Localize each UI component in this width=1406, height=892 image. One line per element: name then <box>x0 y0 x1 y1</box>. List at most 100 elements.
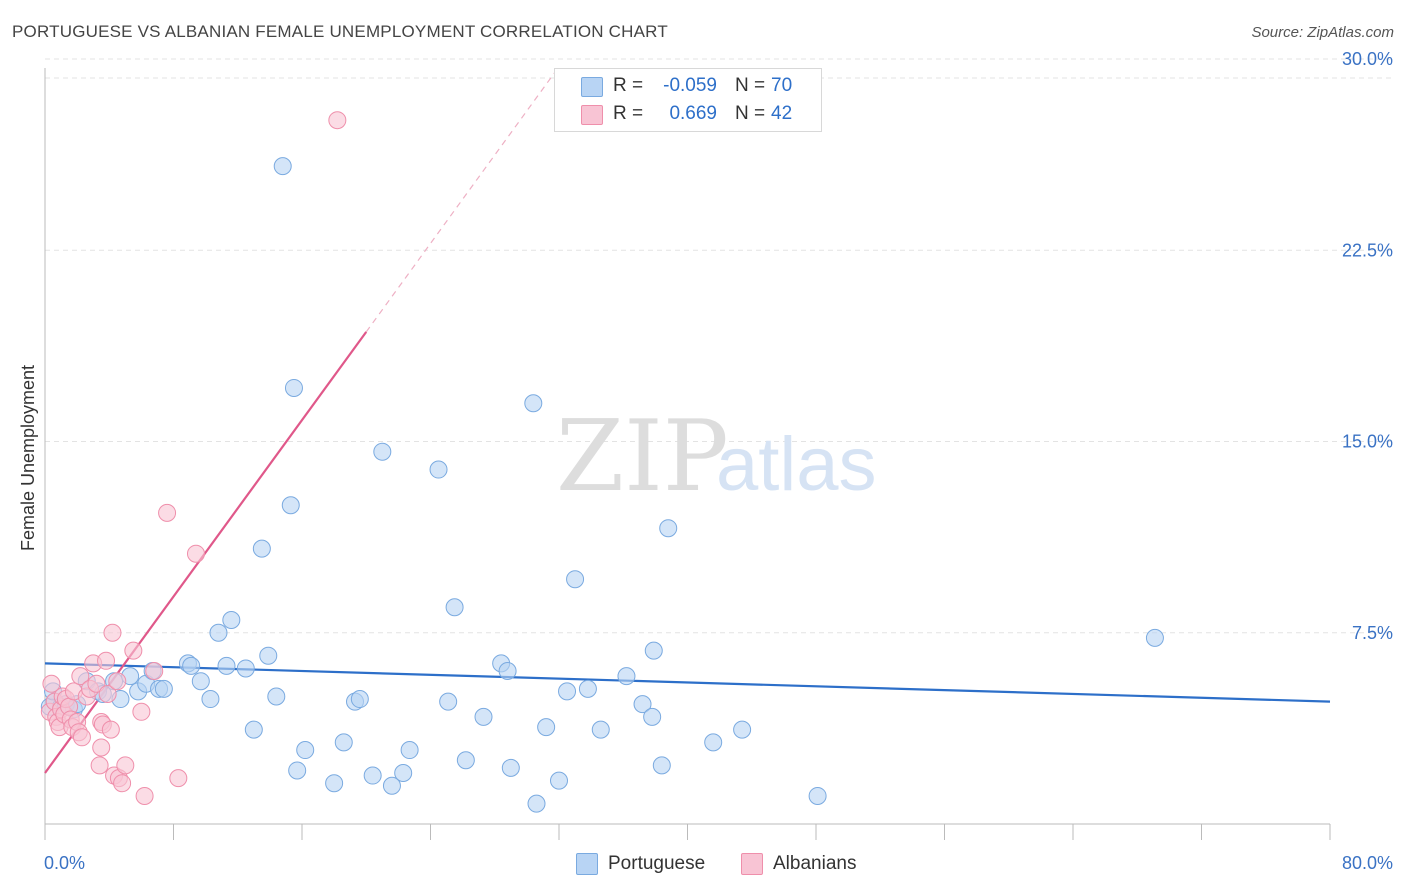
portuguese-point <box>474 707 493 726</box>
x-tick-label: 0.0% <box>44 853 85 873</box>
albanians-point <box>87 674 106 693</box>
albanians-point <box>98 684 117 703</box>
bottom-legend-label-portuguese: Portuguese <box>608 853 706 874</box>
portuguese-point <box>182 656 201 675</box>
legend-r-value: 0.669 <box>669 103 717 124</box>
portuguese-trend-line <box>44 662 1331 703</box>
legend-swatch-portuguese <box>581 77 603 97</box>
albanians-point <box>108 672 127 691</box>
albanians-point <box>328 111 347 130</box>
portuguese-point <box>652 756 671 775</box>
albanians-point <box>71 667 90 686</box>
legend-row-albanians: R = 0.669 N = 42 <box>555 101 821 127</box>
correlation-legend: R = -0.059 N = 70 R = 0.669 N = 42 <box>554 68 822 132</box>
albanians-point <box>92 738 111 757</box>
portuguese-point <box>382 776 401 795</box>
portuguese-point <box>643 707 662 726</box>
watermark-zip: ZIP <box>556 400 729 514</box>
albanians-point <box>42 674 61 693</box>
portuguese-point <box>394 764 413 782</box>
portuguese-point <box>498 662 517 680</box>
portuguese-point <box>527 794 546 813</box>
legend-row-portuguese: R = -0.059 N = 70 <box>555 73 821 99</box>
portuguese-point <box>296 741 315 760</box>
portuguese-point <box>350 690 369 709</box>
portuguese-point <box>222 611 241 629</box>
albanians-point <box>103 623 122 642</box>
portuguese-point <box>439 692 458 711</box>
portuguese-point <box>808 786 827 805</box>
portuguese-point <box>363 766 382 785</box>
watermark-atlas: atlas <box>716 422 877 507</box>
portuguese-point <box>456 751 475 770</box>
legend-n-value: 70 <box>771 75 793 96</box>
portuguese-point <box>373 442 392 461</box>
portuguese-point <box>524 394 543 413</box>
bottom-legend-swatch-portuguese <box>576 853 598 875</box>
albanians-point <box>116 756 135 775</box>
albanians-point <box>145 662 164 680</box>
portuguese-point <box>501 758 520 777</box>
grid-layer <box>45 58 1392 634</box>
albanians-point <box>135 786 154 805</box>
portuguese-point <box>288 761 307 780</box>
portuguese-point <box>273 157 292 176</box>
portuguese-point <box>259 646 278 665</box>
portuguese-point <box>550 771 568 790</box>
legend-n-label: N = <box>735 75 766 96</box>
y-tick-label: 7.5% <box>1352 623 1393 643</box>
x-tick-label: 80.0% <box>1342 853 1393 873</box>
albanians-point <box>158 503 177 522</box>
y-tick-label: 30.0% <box>1342 49 1393 69</box>
portuguese-point <box>558 682 577 701</box>
y-axis-title: Female Unemployment <box>18 365 38 551</box>
portuguese-point <box>1145 628 1164 647</box>
chart-title: PORTUGUESE VS ALBANIAN FEMALE UNEMPLOYME… <box>12 22 668 41</box>
albanians-point <box>72 728 91 747</box>
portuguese-point <box>733 720 752 739</box>
albanians-trend-extension <box>365 66 560 333</box>
portuguese-point <box>201 690 220 709</box>
legend-r-value: -0.059 <box>663 75 717 96</box>
axis-layer <box>44 68 1331 840</box>
bottom-legend-label-albanians: Albanians <box>773 853 857 874</box>
albanians-point <box>169 769 188 788</box>
albanians-point <box>97 651 116 670</box>
portuguese-point <box>334 733 353 752</box>
portuguese-point <box>617 667 636 686</box>
legend-r-label: R = <box>613 103 644 124</box>
portuguese-point <box>566 570 585 589</box>
legend-n-value: 42 <box>771 103 793 124</box>
legend-n-label: N = <box>735 103 766 124</box>
portuguese-point <box>191 672 210 691</box>
legend-r-label: R = <box>613 75 644 96</box>
label-layer: 7.5% 15.0% 22.5% 30.0% 0.0% 80.0% Female Unemp… <box>18 49 1393 873</box>
albanians-point <box>132 702 151 721</box>
portuguese-point <box>445 598 464 617</box>
portuguese-point <box>267 687 286 706</box>
portuguese-point <box>644 641 663 660</box>
portuguese-point <box>325 774 344 793</box>
portuguese-point <box>209 623 228 642</box>
portuguese-point <box>537 718 556 737</box>
portuguese-point <box>244 720 263 739</box>
albanians-point <box>124 641 143 660</box>
y-tick-label: 22.5% <box>1342 240 1393 260</box>
portuguese-point <box>429 460 448 479</box>
portuguese-point <box>236 659 255 678</box>
source-label: Source: ZipAtlas.com <box>1251 24 1394 41</box>
portuguese-point <box>217 656 236 675</box>
albanians-point <box>101 720 120 739</box>
portuguese-point <box>659 519 678 538</box>
albanians-point <box>90 756 109 775</box>
legend-swatch-albanians <box>581 105 603 125</box>
points-layer <box>40 111 1164 813</box>
albanians-trend-line <box>44 331 368 774</box>
y-tick-label: 15.0% <box>1342 432 1393 452</box>
portuguese-point <box>578 679 597 698</box>
portuguese-point <box>591 720 610 739</box>
portuguese-point <box>704 733 723 752</box>
bottom-legend-swatch-albanians <box>741 853 763 875</box>
portuguese-point <box>281 496 300 515</box>
